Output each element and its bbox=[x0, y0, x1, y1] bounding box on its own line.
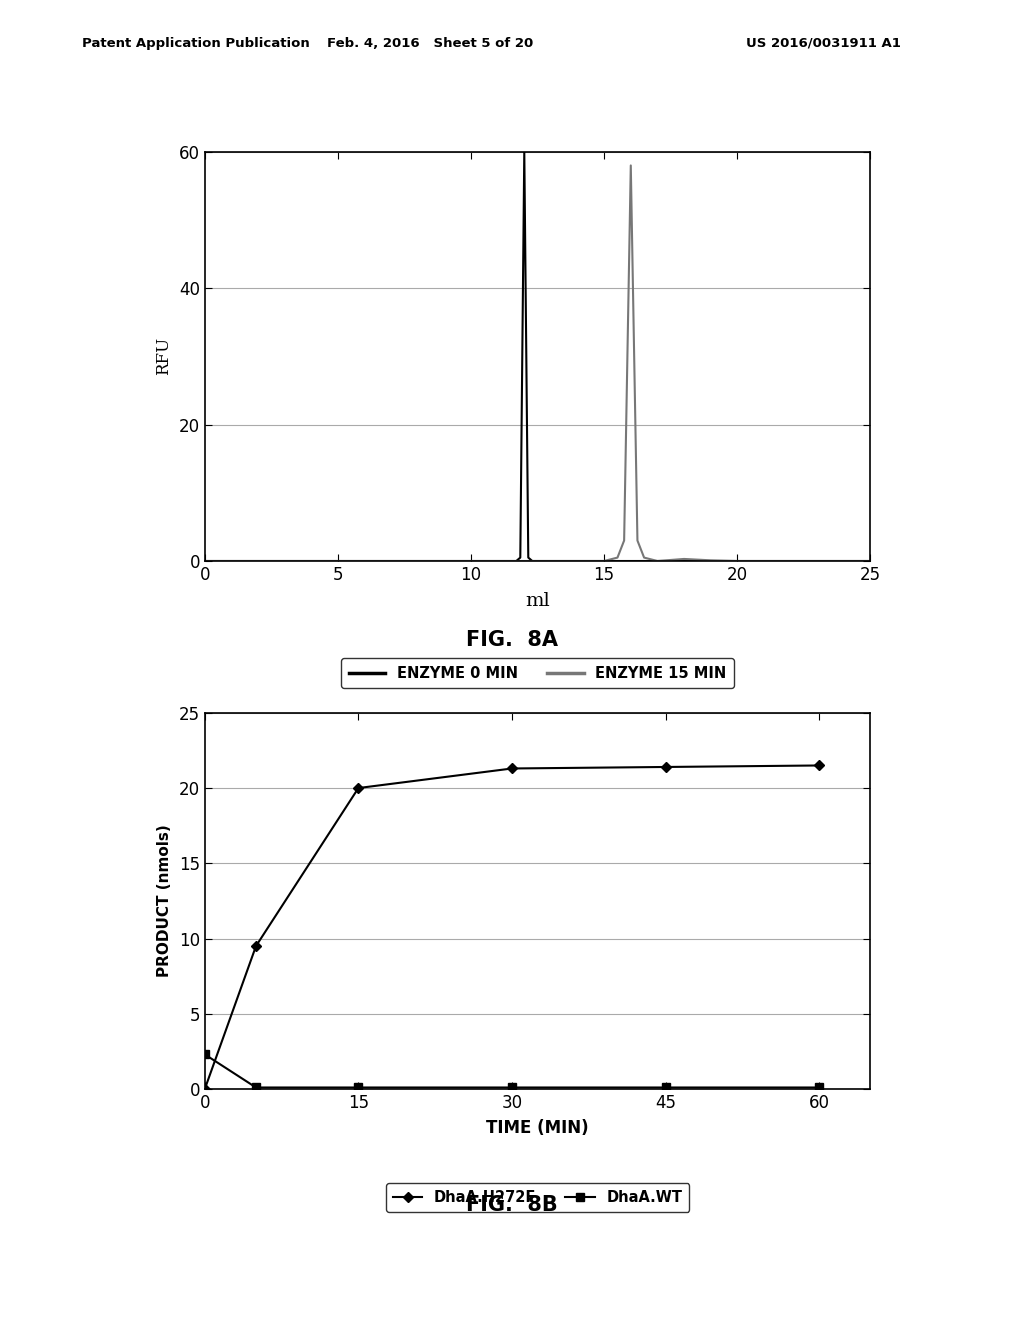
DhaA.WT bbox=[506, 1080, 518, 1096]
Line: DhaA.WT: DhaA.WT bbox=[201, 1051, 823, 1092]
DhaA.WT bbox=[199, 1047, 211, 1063]
Text: FIG.  8A: FIG. 8A bbox=[466, 630, 558, 649]
DhaA.WT bbox=[659, 1080, 672, 1096]
Text: Patent Application Publication: Patent Application Publication bbox=[82, 37, 309, 50]
X-axis label: ml: ml bbox=[525, 593, 550, 610]
DhaA.H272F bbox=[199, 1081, 211, 1097]
Legend: ENZYME 0 MIN, ENZYME 15 MIN: ENZYME 0 MIN, ENZYME 15 MIN bbox=[341, 659, 734, 688]
Line: DhaA.H272F: DhaA.H272F bbox=[202, 762, 822, 1093]
Legend: DhaA.H272F, DhaA.WT: DhaA.H272F, DhaA.WT bbox=[386, 1183, 689, 1212]
DhaA.H272F bbox=[813, 758, 825, 774]
Text: US 2016/0031911 A1: US 2016/0031911 A1 bbox=[746, 37, 901, 50]
Y-axis label: PRODUCT (nmols): PRODUCT (nmols) bbox=[157, 825, 172, 977]
DhaA.H272F bbox=[352, 780, 365, 796]
Text: FIG.  8B: FIG. 8B bbox=[466, 1195, 558, 1214]
Text: Feb. 4, 2016   Sheet 5 of 20: Feb. 4, 2016 Sheet 5 of 20 bbox=[327, 37, 534, 50]
DhaA.H272F bbox=[659, 759, 672, 775]
Y-axis label: RFU: RFU bbox=[155, 338, 172, 375]
X-axis label: TIME (MIN): TIME (MIN) bbox=[486, 1119, 589, 1137]
DhaA.WT bbox=[813, 1080, 825, 1096]
DhaA.H272F bbox=[506, 760, 518, 776]
DhaA.H272F bbox=[250, 939, 262, 954]
DhaA.WT bbox=[352, 1080, 365, 1096]
DhaA.WT bbox=[250, 1080, 262, 1096]
